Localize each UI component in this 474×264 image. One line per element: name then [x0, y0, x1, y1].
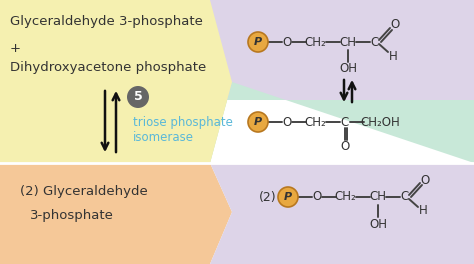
- Circle shape: [248, 112, 268, 132]
- Text: (2) Glyceraldehyde: (2) Glyceraldehyde: [20, 186, 148, 199]
- Text: C: C: [371, 35, 379, 49]
- Text: P: P: [254, 37, 262, 47]
- Text: Glyceraldehyde 3-phosphate: Glyceraldehyde 3-phosphate: [10, 16, 203, 29]
- Text: H: H: [419, 205, 428, 218]
- Text: CH₂OH: CH₂OH: [360, 116, 400, 129]
- Circle shape: [248, 32, 268, 52]
- Text: OH: OH: [369, 218, 387, 230]
- Text: H: H: [389, 50, 397, 63]
- Text: Dihydroxyacetone phosphate: Dihydroxyacetone phosphate: [10, 62, 206, 74]
- Polygon shape: [0, 163, 232, 264]
- Text: O: O: [312, 191, 322, 204]
- Text: (2): (2): [259, 191, 277, 204]
- Text: +: +: [10, 41, 21, 54]
- Circle shape: [278, 187, 298, 207]
- Text: C: C: [401, 191, 409, 204]
- Text: CH: CH: [339, 35, 356, 49]
- Text: O: O: [420, 173, 429, 186]
- Text: O: O: [283, 35, 292, 49]
- Text: CH₂: CH₂: [304, 35, 326, 49]
- Polygon shape: [0, 0, 232, 163]
- Text: P: P: [284, 192, 292, 202]
- Text: OH: OH: [339, 63, 357, 76]
- Polygon shape: [210, 0, 474, 100]
- Text: O: O: [283, 116, 292, 129]
- Text: CH₂: CH₂: [304, 116, 326, 129]
- Polygon shape: [210, 163, 474, 264]
- Text: C: C: [341, 116, 349, 129]
- Text: P: P: [254, 117, 262, 127]
- Text: CH: CH: [370, 191, 386, 204]
- Text: 5: 5: [134, 91, 142, 103]
- Text: CH₂: CH₂: [334, 191, 356, 204]
- Polygon shape: [210, 82, 474, 163]
- Text: isomerase: isomerase: [133, 131, 194, 144]
- Text: O: O: [340, 140, 350, 153]
- Circle shape: [127, 86, 149, 108]
- Text: triose phosphate: triose phosphate: [133, 116, 233, 129]
- Text: O: O: [391, 18, 400, 31]
- Text: 3-phosphate: 3-phosphate: [30, 209, 114, 221]
